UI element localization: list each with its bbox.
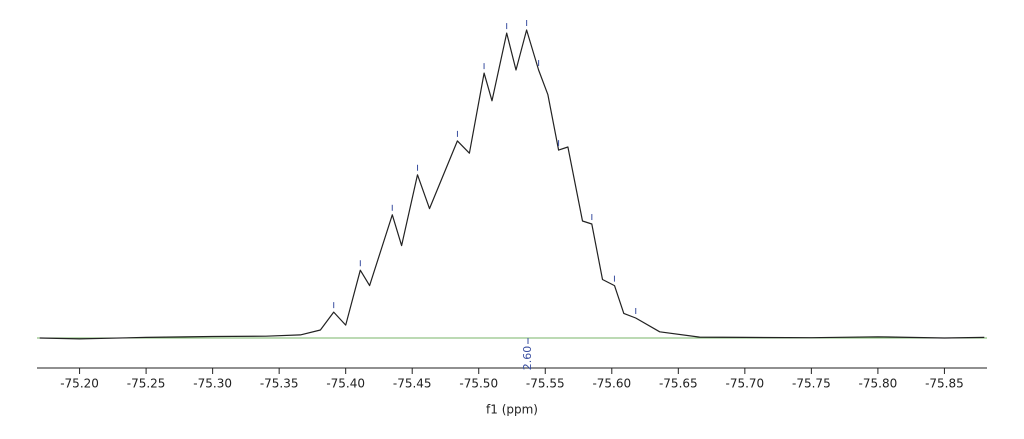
x-axis-title: f1 (ppm)	[486, 403, 538, 417]
x-tick-label: -75.50	[459, 377, 498, 391]
spectrum-line	[39, 29, 985, 340]
x-tick-label: -75.30	[193, 377, 232, 391]
x-tick-label: -75.65	[659, 377, 698, 391]
x-tick-label: -75.40	[326, 377, 365, 391]
x-tick-label: -75.70	[725, 377, 764, 391]
x-tick-label: -75.85	[925, 377, 964, 391]
x-tick-label: -75.60	[592, 377, 631, 391]
x-tick-label: -75.35	[260, 377, 299, 391]
x-tick-label: -75.80	[859, 377, 898, 391]
x-tick-label: -75.25	[127, 377, 166, 391]
x-tick-label: -75.20	[60, 377, 99, 391]
x-tick-label: -75.75	[792, 377, 831, 391]
x-tick-label: -75.45	[393, 377, 432, 391]
integral-label: 2.60	[521, 346, 534, 371]
x-tick-label: -75.55	[526, 377, 565, 391]
